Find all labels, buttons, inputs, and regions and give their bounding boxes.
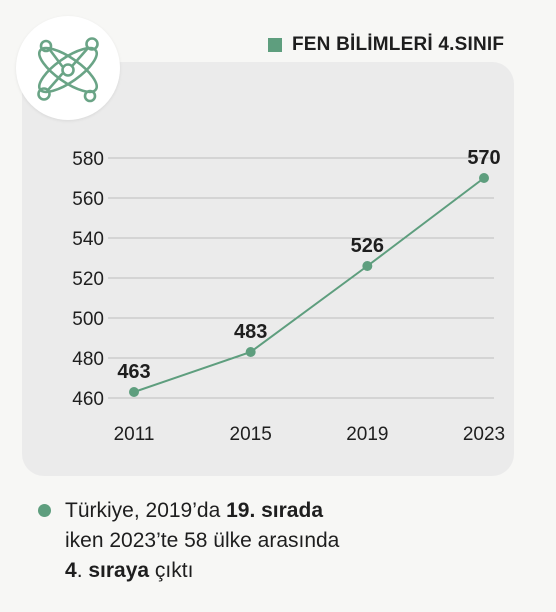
data-point xyxy=(129,387,139,397)
y-tick-label: 500 xyxy=(72,309,104,330)
data-label: 483 xyxy=(234,321,267,343)
y-tick-label: 480 xyxy=(72,349,104,370)
x-tick-label: 2019 xyxy=(346,424,388,445)
x-tick-label: 2015 xyxy=(230,424,272,445)
legend-swatch xyxy=(268,38,282,52)
x-tick-label: 2011 xyxy=(114,424,155,445)
note-line3-bold-2: sıraya xyxy=(88,559,150,582)
data-point xyxy=(479,173,489,183)
chart-card xyxy=(22,62,514,476)
y-tick-label: 560 xyxy=(72,189,104,210)
note-line-1: Türkiye, 2019’da 19. sırada xyxy=(65,496,339,526)
x-tick-label: 2023 xyxy=(463,424,505,445)
note-line-2: iken 2023’te 58 ülke arasında xyxy=(65,529,340,552)
note-bullet xyxy=(38,504,51,517)
note-line3-mid: . xyxy=(76,559,89,582)
note-line3-post: çıktı xyxy=(149,559,194,582)
data-point xyxy=(362,261,373,271)
data-point xyxy=(245,347,256,357)
data-label: 570 xyxy=(467,147,500,169)
y-tick-label: 580 xyxy=(72,149,104,170)
note-line-3: 4. sıraya çıktı xyxy=(65,556,339,586)
note-line3-bold-1: 4 xyxy=(65,559,77,582)
note-line1-bold: 19. sırada xyxy=(226,499,323,522)
note-line1-pre: Türkiye, 2019’da xyxy=(65,499,227,522)
atom-molecule-icon xyxy=(37,37,99,103)
data-label: 463 xyxy=(117,361,150,383)
y-tick-label: 460 xyxy=(72,389,104,410)
y-tick-label: 540 xyxy=(72,229,104,250)
y-tick-label: 520 xyxy=(72,269,104,290)
legend-label: FEN BİLİMLERİ 4.SINIF xyxy=(292,34,505,55)
icon-badge xyxy=(16,16,120,120)
series-line xyxy=(133,177,485,393)
legend: FEN BİLİMLERİ 4.SINIF xyxy=(268,34,504,56)
note-text: Türkiye, 2019’da 19. sırada iken 2023’te… xyxy=(65,496,339,586)
data-label: 526 xyxy=(351,235,384,257)
note: Türkiye, 2019’da 19. sırada iken 2023’te… xyxy=(38,496,508,586)
